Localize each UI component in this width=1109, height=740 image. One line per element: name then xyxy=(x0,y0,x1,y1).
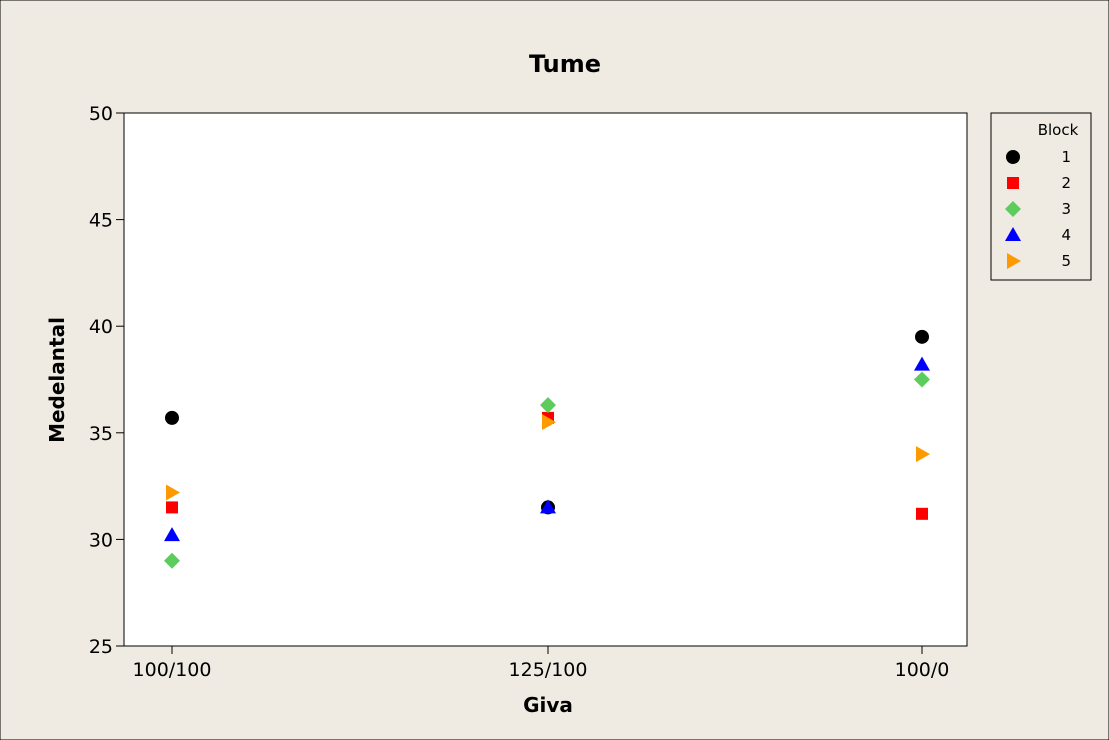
legend-marker-block-5 xyxy=(1007,253,1021,269)
data-point-block-1 xyxy=(915,329,929,344)
plot-area xyxy=(123,112,968,647)
chart-title: Tume xyxy=(529,50,601,78)
legend-label: 5 xyxy=(1061,252,1071,270)
y-tick-label: 25 xyxy=(89,636,113,658)
data-point-block-2 xyxy=(916,507,928,520)
data-point-block-2 xyxy=(166,501,178,514)
data-point-block-5 xyxy=(542,414,556,431)
legend-marker-block-2 xyxy=(1007,177,1019,189)
y-tick-label: 45 xyxy=(89,210,113,232)
legend-marker-block-3 xyxy=(1005,201,1021,217)
data-point-block-5 xyxy=(916,446,930,463)
legend-label: 4 xyxy=(1061,226,1071,244)
data-point-block-3 xyxy=(164,552,180,569)
y-tick-label: 35 xyxy=(89,423,113,445)
y-tick-label: 30 xyxy=(89,529,113,551)
data-point-block-5 xyxy=(166,484,180,501)
y-axis-label: Medelantal xyxy=(45,317,69,443)
legend-box xyxy=(990,112,1092,281)
x-tick-label: 100/100 xyxy=(133,659,212,681)
data-point-block-3 xyxy=(540,397,556,414)
data-points xyxy=(164,329,930,569)
data-point-block-1 xyxy=(165,410,179,425)
legend-label: 3 xyxy=(1061,200,1071,218)
x-tick-label: 125/100 xyxy=(509,659,588,681)
data-point-block-3 xyxy=(914,371,930,388)
x-axis-label: Giva xyxy=(523,693,573,717)
data-point-block-4 xyxy=(914,356,930,371)
legend-marker-block-1 xyxy=(1006,150,1020,164)
legend: Block 1 2 3 4 5 xyxy=(990,112,1092,281)
y-tick-label: 40 xyxy=(89,316,113,338)
y-tick-label: 50 xyxy=(89,103,113,125)
legend-title: Block xyxy=(1038,121,1079,139)
data-point-block-4 xyxy=(540,499,556,514)
x-tick-label: 100/0 xyxy=(895,659,950,681)
legend-marker-block-4 xyxy=(1005,227,1021,241)
legend-label: 2 xyxy=(1061,174,1071,192)
data-point-block-4 xyxy=(164,527,180,542)
legend-label: 1 xyxy=(1061,148,1071,166)
y-axis: 25 30 35 40 45 50 xyxy=(89,103,124,658)
x-axis: 100/100 125/100 100/0 xyxy=(133,646,950,681)
